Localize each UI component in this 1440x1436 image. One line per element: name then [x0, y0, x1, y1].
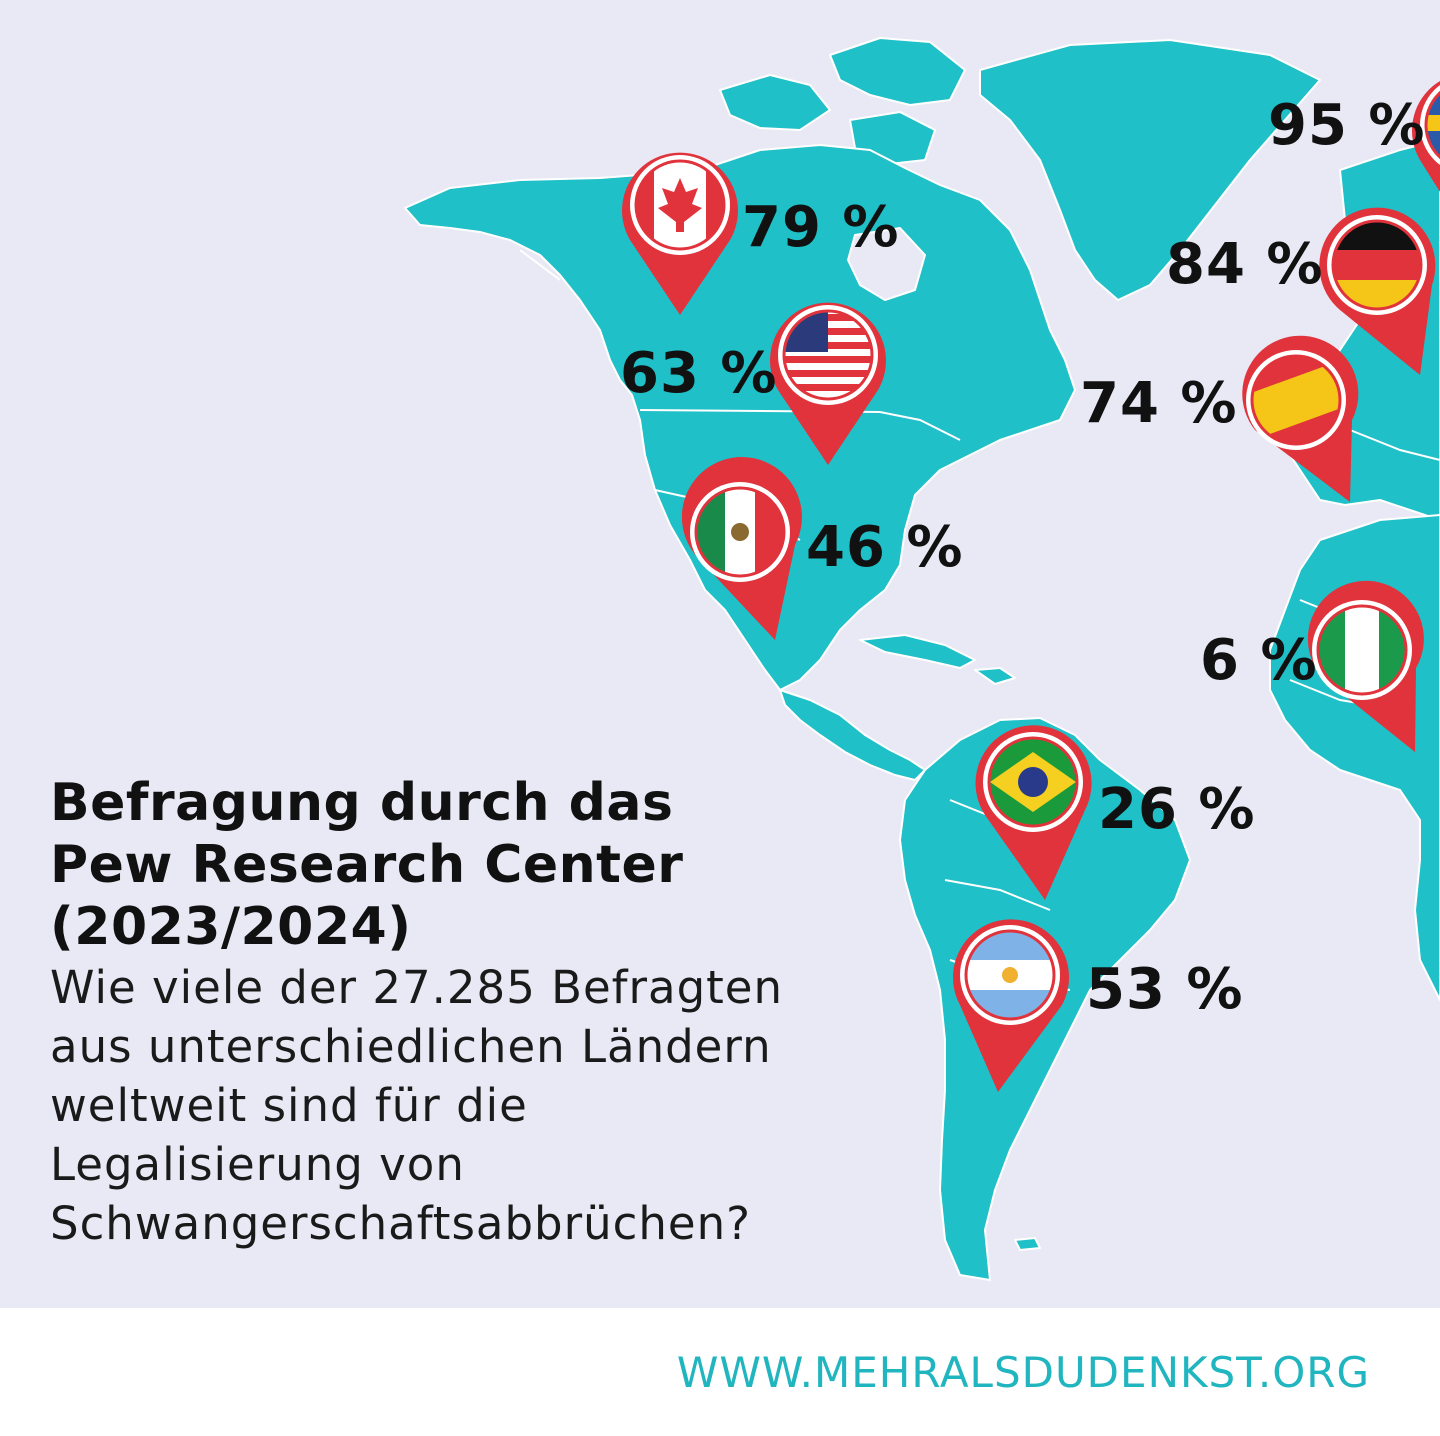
brazil-pin — [975, 725, 1092, 900]
footer: WWW.MEHRALSDUDENKST.ORG — [0, 1308, 1440, 1436]
website-link[interactable]: WWW.MEHRALSDUDENKST.ORG — [676, 1348, 1370, 1397]
arctic-islands-shape — [829, 37, 966, 106]
brazil-percent-label: 26 % — [1098, 777, 1256, 842]
argentina-pin — [953, 919, 1069, 1092]
nigeria-percent-label: 6 % — [1200, 628, 1318, 693]
nigeria-pin — [1307, 580, 1424, 752]
central-america-shape — [779, 689, 926, 781]
usa-pin — [770, 302, 886, 465]
mexico-percent-label: 46 % — [806, 515, 964, 580]
question-line-1: Wie viele der 27.285 Befragten — [50, 961, 784, 1014]
argentina-percent-label: 53 % — [1086, 957, 1244, 1022]
map-area: 79 % 63 % 46 % 26 % 53 % 84 % 74 % 6 % 9… — [0, 0, 1440, 1308]
question-line-3: weltweit sind für die — [50, 1079, 528, 1132]
cuba-shape — [859, 634, 976, 669]
world-map — [404, 37, 1440, 1281]
mexico-pin — [681, 457, 802, 640]
title-line-2: Pew Research Center — [50, 835, 684, 895]
question-line-5: Schwangerschaftsabbrüchen? — [50, 1197, 751, 1250]
title-line-1: Befragung durch das — [50, 773, 674, 833]
survey-info: Befragung durch das Pew Research Center … — [50, 772, 950, 1253]
sweden-percent-label: 95 % — [1268, 93, 1426, 158]
usa-percent-label: 63 % — [620, 341, 778, 406]
mexico-flag-icon — [696, 488, 784, 576]
hispaniola-shape — [974, 667, 1016, 685]
question-line-2: aus unterschiedlichen Ländern — [50, 1020, 772, 1073]
germany-pin — [1319, 207, 1436, 375]
sweden-pin — [1412, 81, 1440, 192]
usa-flag-icon — [784, 311, 872, 399]
canada-pin — [622, 152, 738, 315]
canada-percent-label: 79 % — [742, 195, 900, 260]
spain-percent-label: 74 % — [1080, 371, 1238, 436]
brazil-flag-icon — [989, 738, 1077, 826]
spain-flag-icon — [1252, 356, 1340, 444]
hudson-bay — [847, 227, 926, 301]
question-line-4: Legalisierung von — [50, 1138, 465, 1191]
arctic-islands-shape-2 — [719, 74, 831, 131]
germany-percent-label: 84 % — [1166, 232, 1324, 297]
title-line-3: (2023/2024) — [50, 897, 412, 957]
greenland-shape — [979, 39, 1321, 301]
north-america-shape — [404, 144, 1076, 691]
spain-pin — [1242, 335, 1359, 502]
falklands-shape — [1014, 1237, 1041, 1251]
